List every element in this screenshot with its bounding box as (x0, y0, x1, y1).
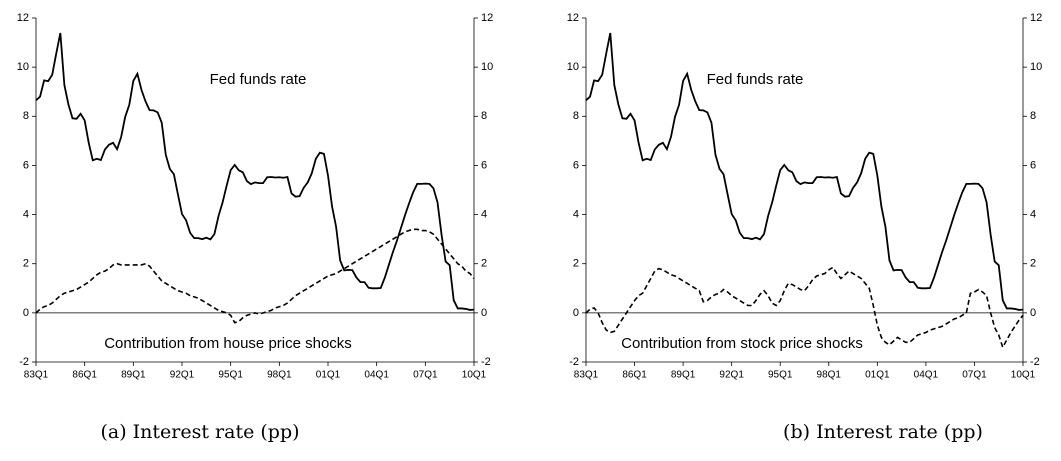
series-label: Contribution from house price shocks (104, 335, 352, 352)
y-tick-label: -2 (19, 356, 29, 368)
series-line (585, 32, 1024, 311)
y2-tick-label: 10 (481, 61, 493, 73)
x-tick-label: 98Q1 (267, 370, 292, 381)
y2-tick-label: 4 (1030, 208, 1036, 220)
x-tick-label: 89Q1 (671, 370, 696, 381)
y-tick-label: 8 (23, 110, 29, 122)
y2-tick-label: 2 (1030, 258, 1036, 270)
y2-tick-label: -2 (1030, 356, 1040, 368)
x-tick-label: 04Q1 (364, 370, 389, 381)
x-tick-label: 86Q1 (622, 370, 647, 381)
y-tick-label: 0 (573, 307, 579, 319)
x-tick-label: 07Q1 (413, 370, 438, 381)
y-tick-label: 6 (573, 159, 579, 171)
x-tick-label: 92Q1 (170, 370, 195, 381)
y2-tick-label: -2 (481, 356, 491, 368)
y2-tick-label: 4 (481, 208, 487, 220)
y-tick-label: 0 (23, 307, 29, 319)
y-tick-label: 10 (567, 61, 579, 73)
series-label: Contribution from stock price shocks (621, 335, 863, 352)
x-tick-label: 86Q1 (72, 370, 97, 381)
x-tick-label: 83Q1 (24, 370, 49, 381)
series-line (35, 228, 475, 324)
x-tick-label: 95Q1 (768, 370, 793, 381)
y2-tick-label: 12 (1030, 12, 1042, 24)
x-tick-label: 98Q1 (817, 370, 842, 381)
x-tick-label: 01Q1 (865, 370, 890, 381)
x-tick-label: 83Q1 (574, 370, 599, 381)
series-line (35, 32, 475, 311)
y-tick-label: 12 (17, 12, 29, 24)
series-label: Fed funds rate (210, 71, 307, 88)
x-tick-label: 01Q1 (316, 370, 341, 381)
y2-tick-label: 6 (1030, 159, 1036, 171)
y2-tick-label: 6 (481, 159, 487, 171)
y-tick-label: 4 (573, 208, 579, 220)
caption: (b) Interest rate (pp) (783, 421, 983, 443)
series-line (585, 266, 1024, 350)
y-tick-label: 10 (17, 61, 29, 73)
caption: (a) Interest rate (pp) (100, 421, 299, 443)
y-tick-label: -2 (569, 356, 579, 368)
y-tick-label: 8 (573, 110, 579, 122)
y-tick-label: 4 (23, 208, 29, 220)
y2-tick-label: 12 (481, 12, 493, 24)
x-tick-label: 89Q1 (121, 370, 146, 381)
x-tick-label: 07Q1 (962, 370, 987, 381)
y2-tick-label: 10 (1030, 61, 1042, 73)
y2-tick-label: 0 (1030, 307, 1036, 319)
series-label: Fed funds rate (707, 71, 804, 88)
y-tick-label: 2 (23, 258, 29, 270)
y-tick-label: 2 (573, 258, 579, 270)
x-tick-label: 04Q1 (914, 370, 939, 381)
y-tick-label: 6 (23, 159, 29, 171)
y2-tick-label: 0 (481, 307, 487, 319)
x-tick-label: 10Q1 (462, 370, 487, 381)
x-tick-label: 95Q1 (218, 370, 243, 381)
y2-tick-label: 8 (1030, 110, 1036, 122)
y2-tick-label: 2 (481, 258, 487, 270)
x-tick-label: 92Q1 (719, 370, 744, 381)
x-tick-label: 10Q1 (1011, 370, 1036, 381)
y-tick-label: 12 (567, 12, 579, 24)
y2-tick-label: 8 (481, 110, 487, 122)
